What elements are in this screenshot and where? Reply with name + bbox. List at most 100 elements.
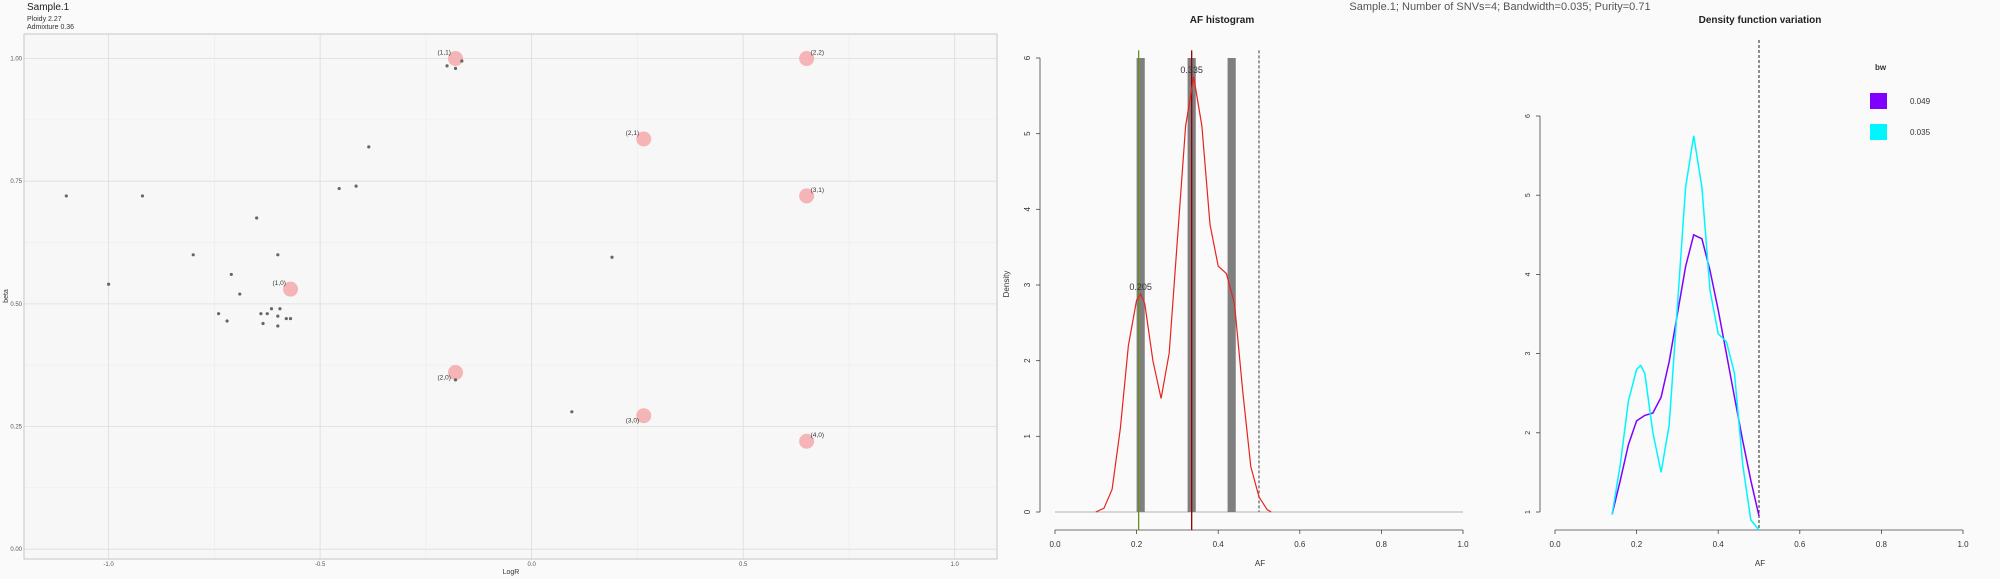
- observed-point: [367, 145, 371, 149]
- density-ytick-label: 5: [1525, 193, 1532, 197]
- scatter-title: Sample.1: [27, 2, 70, 13]
- histogram-peak-label: 0.335: [1180, 65, 1203, 75]
- density-xlabel: AF: [1755, 559, 1765, 568]
- histogram-ylabel: Density: [1002, 271, 1011, 298]
- histogram-ytick-label: 1: [1023, 434, 1032, 439]
- scatter-xtick-label: 1.0: [951, 562, 960, 568]
- observed-point: [570, 410, 574, 414]
- histogram-xtick-label: 0.0: [1049, 540, 1061, 549]
- density-series-line: [1611, 233, 1760, 517]
- model-point: [448, 51, 464, 67]
- histogram-xtick-label: 1.0: [1457, 540, 1469, 549]
- model-point-label: (2,0): [438, 375, 451, 382]
- histogram-xtick-label: 0.6: [1294, 540, 1306, 549]
- density-xtick-label: 0.2: [1631, 540, 1643, 549]
- density-axes: 0.0 0.2 0.4 0.6 0.8 1.0 1 2 3 4 5 6: [1525, 114, 1969, 549]
- observed-point: [107, 282, 111, 286]
- observed-point: [261, 321, 265, 326]
- observed-point: [453, 378, 458, 382]
- model-point-label: (4,0): [811, 432, 824, 439]
- observed-point: [284, 316, 288, 321]
- observed-point: [229, 272, 233, 277]
- model-point-label: (3,0): [626, 418, 639, 425]
- histogram-ytick-label: 4: [1023, 207, 1032, 212]
- density-legend: bw 0.049 0.035: [1870, 63, 1931, 140]
- density-legend-swatch: [1870, 93, 1887, 109]
- scatter-xtick-label: 0.5: [739, 562, 748, 568]
- main-title: Sample.1; Number of SNVs=4; Bandwidth=0.…: [1349, 1, 1650, 13]
- scatter-subtitle-admixture: Admixture 0.36: [27, 24, 74, 31]
- observed-point: [276, 253, 280, 257]
- scatter-subtitle-ploidy: Ploidy 2.27: [27, 16, 62, 23]
- density-xtick-label: 0.0: [1549, 540, 1561, 549]
- density-legend-title: bw: [1875, 63, 1887, 72]
- density-series-line: [1611, 135, 1760, 531]
- model-point-label: (3,1): [811, 187, 824, 194]
- scatter-xtick-label: -0.5: [315, 562, 326, 568]
- scatter-ytick-label: 1.00: [10, 57, 22, 63]
- observed-point: [269, 307, 274, 311]
- model-point: [799, 188, 815, 204]
- observed-point: [354, 184, 358, 188]
- model-point: [799, 51, 815, 67]
- density-title: Density function variation: [1699, 15, 1822, 26]
- observed-point: [460, 59, 464, 63]
- scatter-ytick-label: 0.00: [10, 547, 22, 553]
- histogram-bar: [1227, 58, 1236, 512]
- scatter-ytick-label: 0.50: [10, 302, 22, 308]
- model-point-label: (2,2): [811, 50, 824, 57]
- density-ytick-label: 6: [1525, 114, 1532, 118]
- scatter-grid: [24, 34, 997, 559]
- density-xtick-label: 0.4: [1713, 540, 1725, 549]
- histogram-xtick-label: 0.4: [1213, 540, 1225, 549]
- model-point: [448, 365, 464, 381]
- histogram-peak-labels: 0.205 0.335: [1129, 65, 1203, 292]
- model-point: [636, 131, 652, 147]
- observed-point: [610, 255, 614, 259]
- density-xtick-label: 0.6: [1794, 540, 1806, 549]
- observed-point: [265, 312, 269, 316]
- observed-point: [64, 194, 68, 198]
- observed-point: [278, 307, 282, 311]
- scatter-plot-background: [24, 34, 997, 559]
- scatter-ylabel: beta: [3, 289, 10, 303]
- histogram-ytick-label: 0: [1023, 509, 1032, 514]
- histogram-axes: 0.0 0.2 0.4 0.6 0.8 1.0 0 1 2 3 4 5 6: [1023, 55, 1469, 549]
- scatter-panel: Sample.1 Ploidy 2.27 Admixture 0.36 -1.0…: [3, 2, 998, 576]
- observed-point: [259, 312, 263, 316]
- histogram-xtick-label: 0.8: [1376, 540, 1388, 549]
- model-point: [636, 408, 652, 424]
- model-point-label: (1,1): [438, 50, 451, 57]
- observed-point: [288, 316, 293, 321]
- histogram-ytick-label: 2: [1023, 358, 1032, 363]
- density-ytick-label: 2: [1525, 431, 1532, 435]
- histogram-ytick-label: 6: [1023, 55, 1032, 60]
- density-xtick-label: 1.0: [1957, 540, 1969, 549]
- observed-point: [276, 324, 280, 328]
- density-ytick-label: 1: [1525, 510, 1532, 514]
- scatter-tick-labels: -1.0 -0.5 0.0 0.5 1.0 0.00 0.25 0.50 0.75 1.00: [10, 57, 959, 568]
- observed-point: [445, 64, 449, 68]
- histogram-peak-label: 0.205: [1129, 282, 1152, 292]
- scatter-observed-points: [64, 59, 614, 414]
- histogram-xtick-label: 0.2: [1131, 540, 1143, 549]
- scatter-ytick-label: 0.25: [10, 425, 22, 431]
- scatter-model-points: (1,1) (2,2) (2,1) (3,1) (1,0) (2,0) (3,0) (4,0): [273, 50, 824, 449]
- scatter-xtick-label: 0.0: [527, 562, 536, 568]
- histogram-xlabel: AF: [1255, 559, 1265, 568]
- model-point-label: (1,0): [273, 280, 286, 287]
- density-legend-swatch: [1870, 124, 1887, 140]
- observed-point: [337, 186, 341, 191]
- density-ytick-label: 3: [1525, 352, 1532, 356]
- scatter-ytick-label: 0.75: [10, 179, 22, 185]
- observed-point: [191, 253, 195, 257]
- model-point: [283, 281, 299, 297]
- observed-point: [225, 319, 229, 323]
- histogram-ytick-label: 3: [1023, 282, 1032, 287]
- scatter-xtick-label: -1.0: [103, 562, 114, 568]
- density-legend-label: 0.049: [1910, 97, 1931, 106]
- observed-point: [217, 312, 221, 316]
- observed-point: [276, 314, 280, 318]
